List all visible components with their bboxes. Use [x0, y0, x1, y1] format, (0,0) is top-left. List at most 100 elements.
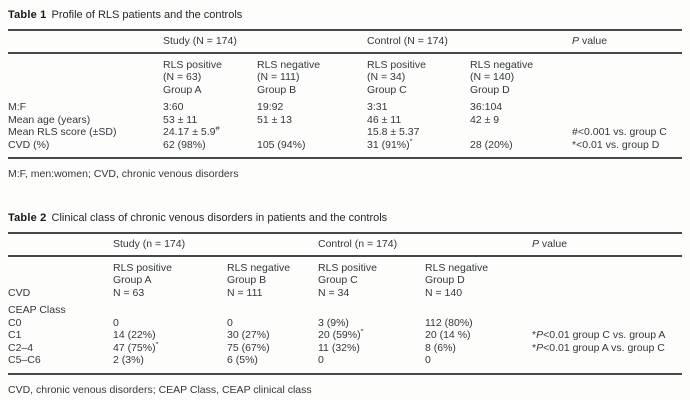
table2-group-header-row: Study (n = 174) Control (n = 174) P valu… [8, 232, 682, 257]
pnote-text: <0.01 group A vs. group C [543, 341, 665, 354]
subheader-line: Group C [367, 83, 407, 96]
subheader-line: N = 140 [425, 286, 463, 299]
cell-superscript: # [215, 126, 220, 133]
table2-header-pvalue: P value [532, 232, 682, 257]
cell-groupD: 8 (6%) [425, 341, 456, 354]
cell-groupD: 28 (20%) [470, 138, 513, 151]
subheader-line: (N = 34) [367, 71, 406, 83]
table1-header-pvalue: P value [572, 29, 683, 54]
pnote-marker: * [532, 341, 537, 354]
table1-subheader-row: RLS positive (N = 63) Group A RLS negati… [8, 53, 682, 100]
cell-groupC: 20 (59%)* [318, 329, 425, 342]
subheader-line: RLS negative [257, 58, 321, 71]
cell-groupD: 20 (14 %) [425, 329, 471, 341]
table1-header-control: Control (N = 174) [367, 29, 573, 54]
row-label-cvd: CVD [8, 286, 31, 299]
cell-empty [572, 53, 682, 100]
cell-groupB [257, 126, 367, 139]
cell-groupC: 31 (91%)* [367, 139, 470, 159]
subheader-line: RLS positive [113, 261, 172, 274]
cell-superscript: * [155, 341, 159, 348]
table2-subheader-groupB: RLS negative Group B N = 111 [227, 256, 318, 303]
table1-title-text: Profile of RLS patients and the controls [51, 9, 243, 21]
cell-groupD [470, 126, 572, 139]
table1-group-header-row: Study (N = 174) Control (N = 174) P valu… [8, 29, 683, 54]
table1-row-score: Mean RLS score (±SD) 24.17 ± 5.9# 15.8 ±… [8, 126, 682, 139]
cell-groupA: 0 [113, 316, 119, 329]
table2-title-text: Clinical class of chronic venous disorde… [51, 212, 388, 224]
table2-subheader-row: CVD RLS positive Group A N = 63 RLS nega… [8, 256, 682, 303]
table1-subheader-groupA: RLS positive (N = 63) Group A [163, 53, 257, 100]
cell-groupD: 0 [425, 354, 431, 366]
cell-pvalue [572, 114, 682, 127]
subheader-line: N = 63 [113, 286, 145, 299]
subheader-line: N = 111 [227, 286, 263, 299]
cell-value: 24.17 ± 5.9 [163, 126, 216, 138]
row-label: C5–C6 [8, 354, 41, 366]
cell-groupC: 15.8 ± 5.37 [367, 126, 420, 138]
cell-groupA: 24.17 ± 5.9# [163, 126, 257, 139]
subheader-line: Group D [425, 274, 465, 286]
table2-row-c5-c6: C5–C6 2 (3%) 6 (5%) 0 0 [8, 354, 682, 374]
cell-groupA: 14 (22%) [113, 329, 156, 341]
cell-pvalue [572, 99, 682, 114]
subheader-line: RLS positive [163, 58, 222, 71]
subheader-line: RLS negative [470, 58, 534, 71]
table2-subheader-groupC: RLS positive Group C N = 34 [318, 256, 425, 303]
cell-groupB: 19:92 [257, 101, 284, 113]
table1-block: Table 1 Profile of RLS patients and the c… [8, 9, 683, 180]
table2-header-control: Control (n = 174) [318, 232, 532, 257]
pnote-p: P [536, 341, 544, 354]
row-label: Mean RLS score (±SD) [8, 126, 117, 138]
pnote-text: <0.01 group C vs. group A [543, 329, 666, 341]
table1-row-age: Mean age (years) 53 ± 11 51 ± 13 46 ± 11… [8, 114, 682, 127]
pvalue-rest: value [539, 238, 568, 250]
pnote-p: P [536, 329, 544, 341]
table2-row-c0: C0 0 0 3 (9%) 112 (80%) [8, 317, 682, 330]
cell-groupB: 0 [227, 316, 233, 329]
table1: Study (N = 174) Control (N = 174) P valu… [8, 29, 683, 159]
row-label: M:F [8, 101, 27, 113]
cell-empty [8, 53, 163, 100]
subheader-line: Group B [227, 274, 267, 286]
table2-subheader-groupD: RLS negative Group D N = 140 [425, 256, 532, 303]
table1-footnote: M:F, men:women; CVD, chronic venous diso… [8, 168, 239, 180]
subheader-line: Group D [470, 83, 510, 96]
subheader-line: RLS positive [367, 58, 426, 71]
table1-title-label: Table 1 [8, 9, 47, 21]
table2-row-c1: C1 14 (22%) 30 (27%) 20 (59%)* 20 (14 %)… [8, 329, 682, 342]
table1-row-mf: M:F 3:60 19:92 3:31 36:104 [8, 99, 682, 114]
cell-empty [532, 302, 682, 317]
cell-empty [227, 302, 318, 317]
cell-groupA: 53 ± 11 [163, 113, 198, 126]
cell-groupB: 30 (27%) [227, 329, 270, 341]
cell-groupC: 3:31 [367, 101, 388, 113]
subheader-line: Group B [257, 83, 297, 96]
subheader-line: RLS positive [318, 261, 377, 274]
cell-groupD: 112 (80%) [425, 316, 473, 329]
cell-groupB: 51 ± 13 [257, 113, 292, 126]
row-label: C1 [8, 329, 22, 341]
cell-pvalue [532, 317, 682, 330]
cell-groupC: 0 [318, 354, 324, 366]
cell-value: 47 (75%) [113, 341, 156, 354]
cell-groupB: 105 (94%) [257, 138, 306, 151]
cell-value: 31 (91%) [367, 138, 410, 151]
row-label: Mean age (years) [8, 113, 91, 126]
cell-superscript: * [360, 329, 364, 336]
subheader-line: RLS negative [425, 261, 489, 274]
table1-title: Table 1 Profile of RLS patients and the c… [8, 9, 682, 21]
subheader-line: Group C [318, 274, 358, 286]
cell-pvalue: #<0.001 vs. group C [572, 126, 667, 138]
subheader-line: RLS negative [227, 261, 291, 274]
table2-row-section: CEAP Class [8, 302, 682, 317]
cell-empty [8, 29, 163, 54]
cell-groupA: 2 (3%) [113, 354, 144, 366]
cell-groupD: 36:104 [470, 101, 503, 113]
subheader-line: (N = 63) [163, 71, 202, 83]
cell-empty [8, 232, 113, 257]
subheader-line: Group A [163, 83, 202, 96]
row-label: C0 [8, 316, 22, 329]
subheader-line: Group A [113, 274, 152, 286]
table1-subheader-groupB: RLS negative (N = 111) Group B [257, 53, 367, 100]
